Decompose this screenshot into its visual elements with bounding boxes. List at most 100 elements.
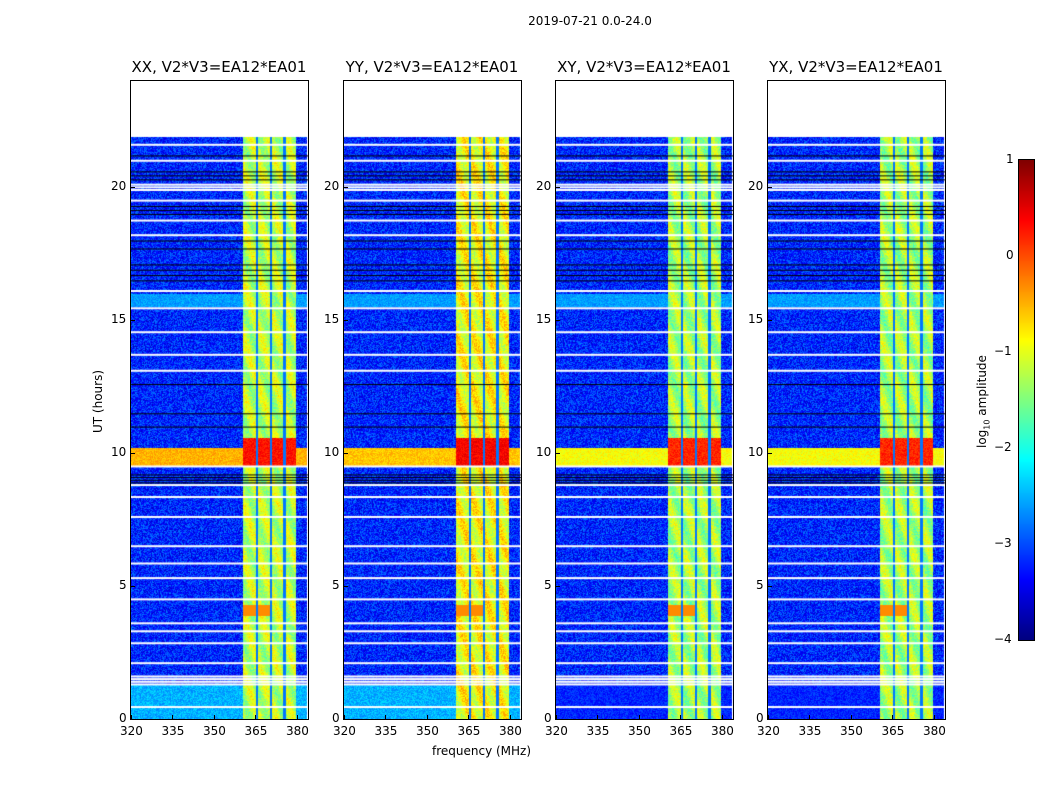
y-tick-label: 5 — [544, 578, 552, 593]
y-tick-label: 15 — [536, 312, 552, 327]
y-tick-mark — [556, 187, 560, 189]
heatmap-panel-0 — [130, 80, 309, 720]
y-tick-label: 10 — [324, 445, 340, 460]
y-tick-mark — [344, 586, 348, 588]
colorbar-label-sub: 10 — [982, 419, 992, 430]
heatmap-3 — [768, 81, 945, 719]
x-tick-mark — [172, 715, 174, 719]
x-tick-label: 365 — [669, 724, 693, 738]
y-tick-mark — [131, 586, 135, 588]
x-tick-mark — [850, 715, 852, 719]
heatmap-2 — [556, 81, 733, 719]
x-tick-label: 350 — [202, 724, 226, 738]
y-tick-mark — [131, 320, 135, 322]
y-tick-label: 15 — [748, 312, 764, 327]
y-tick-label: 15 — [111, 312, 127, 327]
panel-title-3: YX, V2*V3=EA12*EA01 — [769, 58, 943, 76]
colorbar — [1018, 159, 1035, 641]
y-tick-mark — [344, 453, 348, 455]
x-tick-mark — [426, 715, 428, 719]
y-tick-mark — [556, 586, 560, 588]
y-tick-label: 10 — [536, 445, 552, 460]
colorbar-tick-label: −2 — [994, 440, 1012, 454]
y-tick-mark — [131, 453, 135, 455]
x-tick-mark — [255, 715, 257, 719]
y-tick-mark — [131, 719, 135, 720]
y-tick-label: 5 — [756, 578, 764, 593]
y-tick-mark — [768, 320, 772, 322]
x-tick-mark — [892, 715, 894, 719]
y-tick-label: 0 — [119, 711, 127, 725]
x-tick-label: 335 — [161, 724, 185, 738]
x-tick-label: 350 — [627, 724, 651, 738]
x-tick-mark — [638, 715, 640, 719]
heatmap-panel-1 — [343, 80, 522, 720]
y-tick-mark — [344, 187, 348, 189]
x-tick-label: 380 — [710, 724, 734, 738]
x-tick-label: 320 — [545, 724, 568, 738]
panel-title-2: XY, V2*V3=EA12*EA01 — [557, 58, 731, 76]
heatmap-panel-3 — [767, 80, 946, 720]
y-tick-label: 0 — [756, 711, 764, 725]
figure-title: 2019-07-21 0.0-24.0 — [528, 14, 652, 28]
y-tick-mark — [768, 453, 772, 455]
panel-title-1: YY, V2*V3=EA12*EA01 — [345, 58, 519, 76]
x-tick-label: 365 — [457, 724, 481, 738]
x-tick-mark — [468, 715, 470, 719]
heatmap-0 — [131, 81, 308, 719]
y-tick-label: 15 — [324, 312, 340, 327]
y-tick-mark — [556, 320, 560, 322]
heatmap-panel-2 — [555, 80, 734, 720]
colorbar-tick-label: −4 — [994, 632, 1012, 646]
y-tick-mark — [131, 187, 135, 189]
x-tick-mark — [296, 715, 298, 719]
x-tick-mark — [721, 715, 723, 719]
x-axis-label: frequency (MHz) — [432, 744, 532, 758]
y-tick-label: 10 — [748, 445, 764, 460]
colorbar-tick-label: −3 — [994, 536, 1012, 550]
colorbar-tick-label: −1 — [994, 344, 1012, 358]
x-tick-label: 380 — [285, 724, 309, 738]
x-tick-mark — [385, 715, 387, 719]
x-tick-mark — [556, 715, 557, 719]
y-tick-label: 20 — [536, 179, 552, 194]
y-tick-label: 20 — [111, 179, 127, 194]
x-tick-label: 320 — [333, 724, 356, 738]
x-tick-label: 350 — [839, 724, 863, 738]
x-tick-label: 320 — [120, 724, 143, 738]
x-tick-mark — [933, 715, 935, 719]
x-tick-mark — [768, 715, 769, 719]
y-tick-mark — [556, 719, 560, 720]
y-tick-label: 0 — [544, 711, 552, 725]
x-tick-label: 365 — [244, 724, 268, 738]
colorbar-label-log: log — [975, 429, 989, 448]
x-tick-label: 380 — [498, 724, 522, 738]
x-tick-label: 335 — [374, 724, 398, 738]
y-tick-label: 5 — [119, 578, 127, 593]
panel-title-0: XX, V2*V3=EA12*EA01 — [131, 58, 307, 76]
x-tick-label: 335 — [586, 724, 610, 738]
colorbar-tick-label: 1 — [1006, 152, 1014, 166]
x-tick-label: 380 — [922, 724, 946, 738]
heatmap-1 — [344, 81, 521, 719]
x-tick-label: 365 — [881, 724, 905, 738]
x-tick-mark — [213, 715, 215, 719]
y-tick-label: 5 — [332, 578, 340, 593]
x-tick-mark — [680, 715, 682, 719]
y-tick-mark — [768, 719, 772, 720]
y-tick-label: 10 — [111, 445, 127, 460]
x-tick-mark — [131, 715, 132, 719]
colorbar-gradient — [1019, 160, 1034, 640]
y-tick-label: 0 — [332, 711, 340, 725]
y-tick-mark — [556, 453, 560, 455]
x-tick-mark — [509, 715, 511, 719]
y-tick-mark — [768, 187, 772, 189]
x-tick-label: 350 — [415, 724, 439, 738]
x-tick-mark — [597, 715, 599, 719]
colorbar-label-rest: amplitude — [975, 355, 989, 420]
x-tick-label: 320 — [757, 724, 780, 738]
x-tick-mark — [809, 715, 811, 719]
y-tick-mark — [768, 586, 772, 588]
x-tick-mark — [344, 715, 345, 719]
